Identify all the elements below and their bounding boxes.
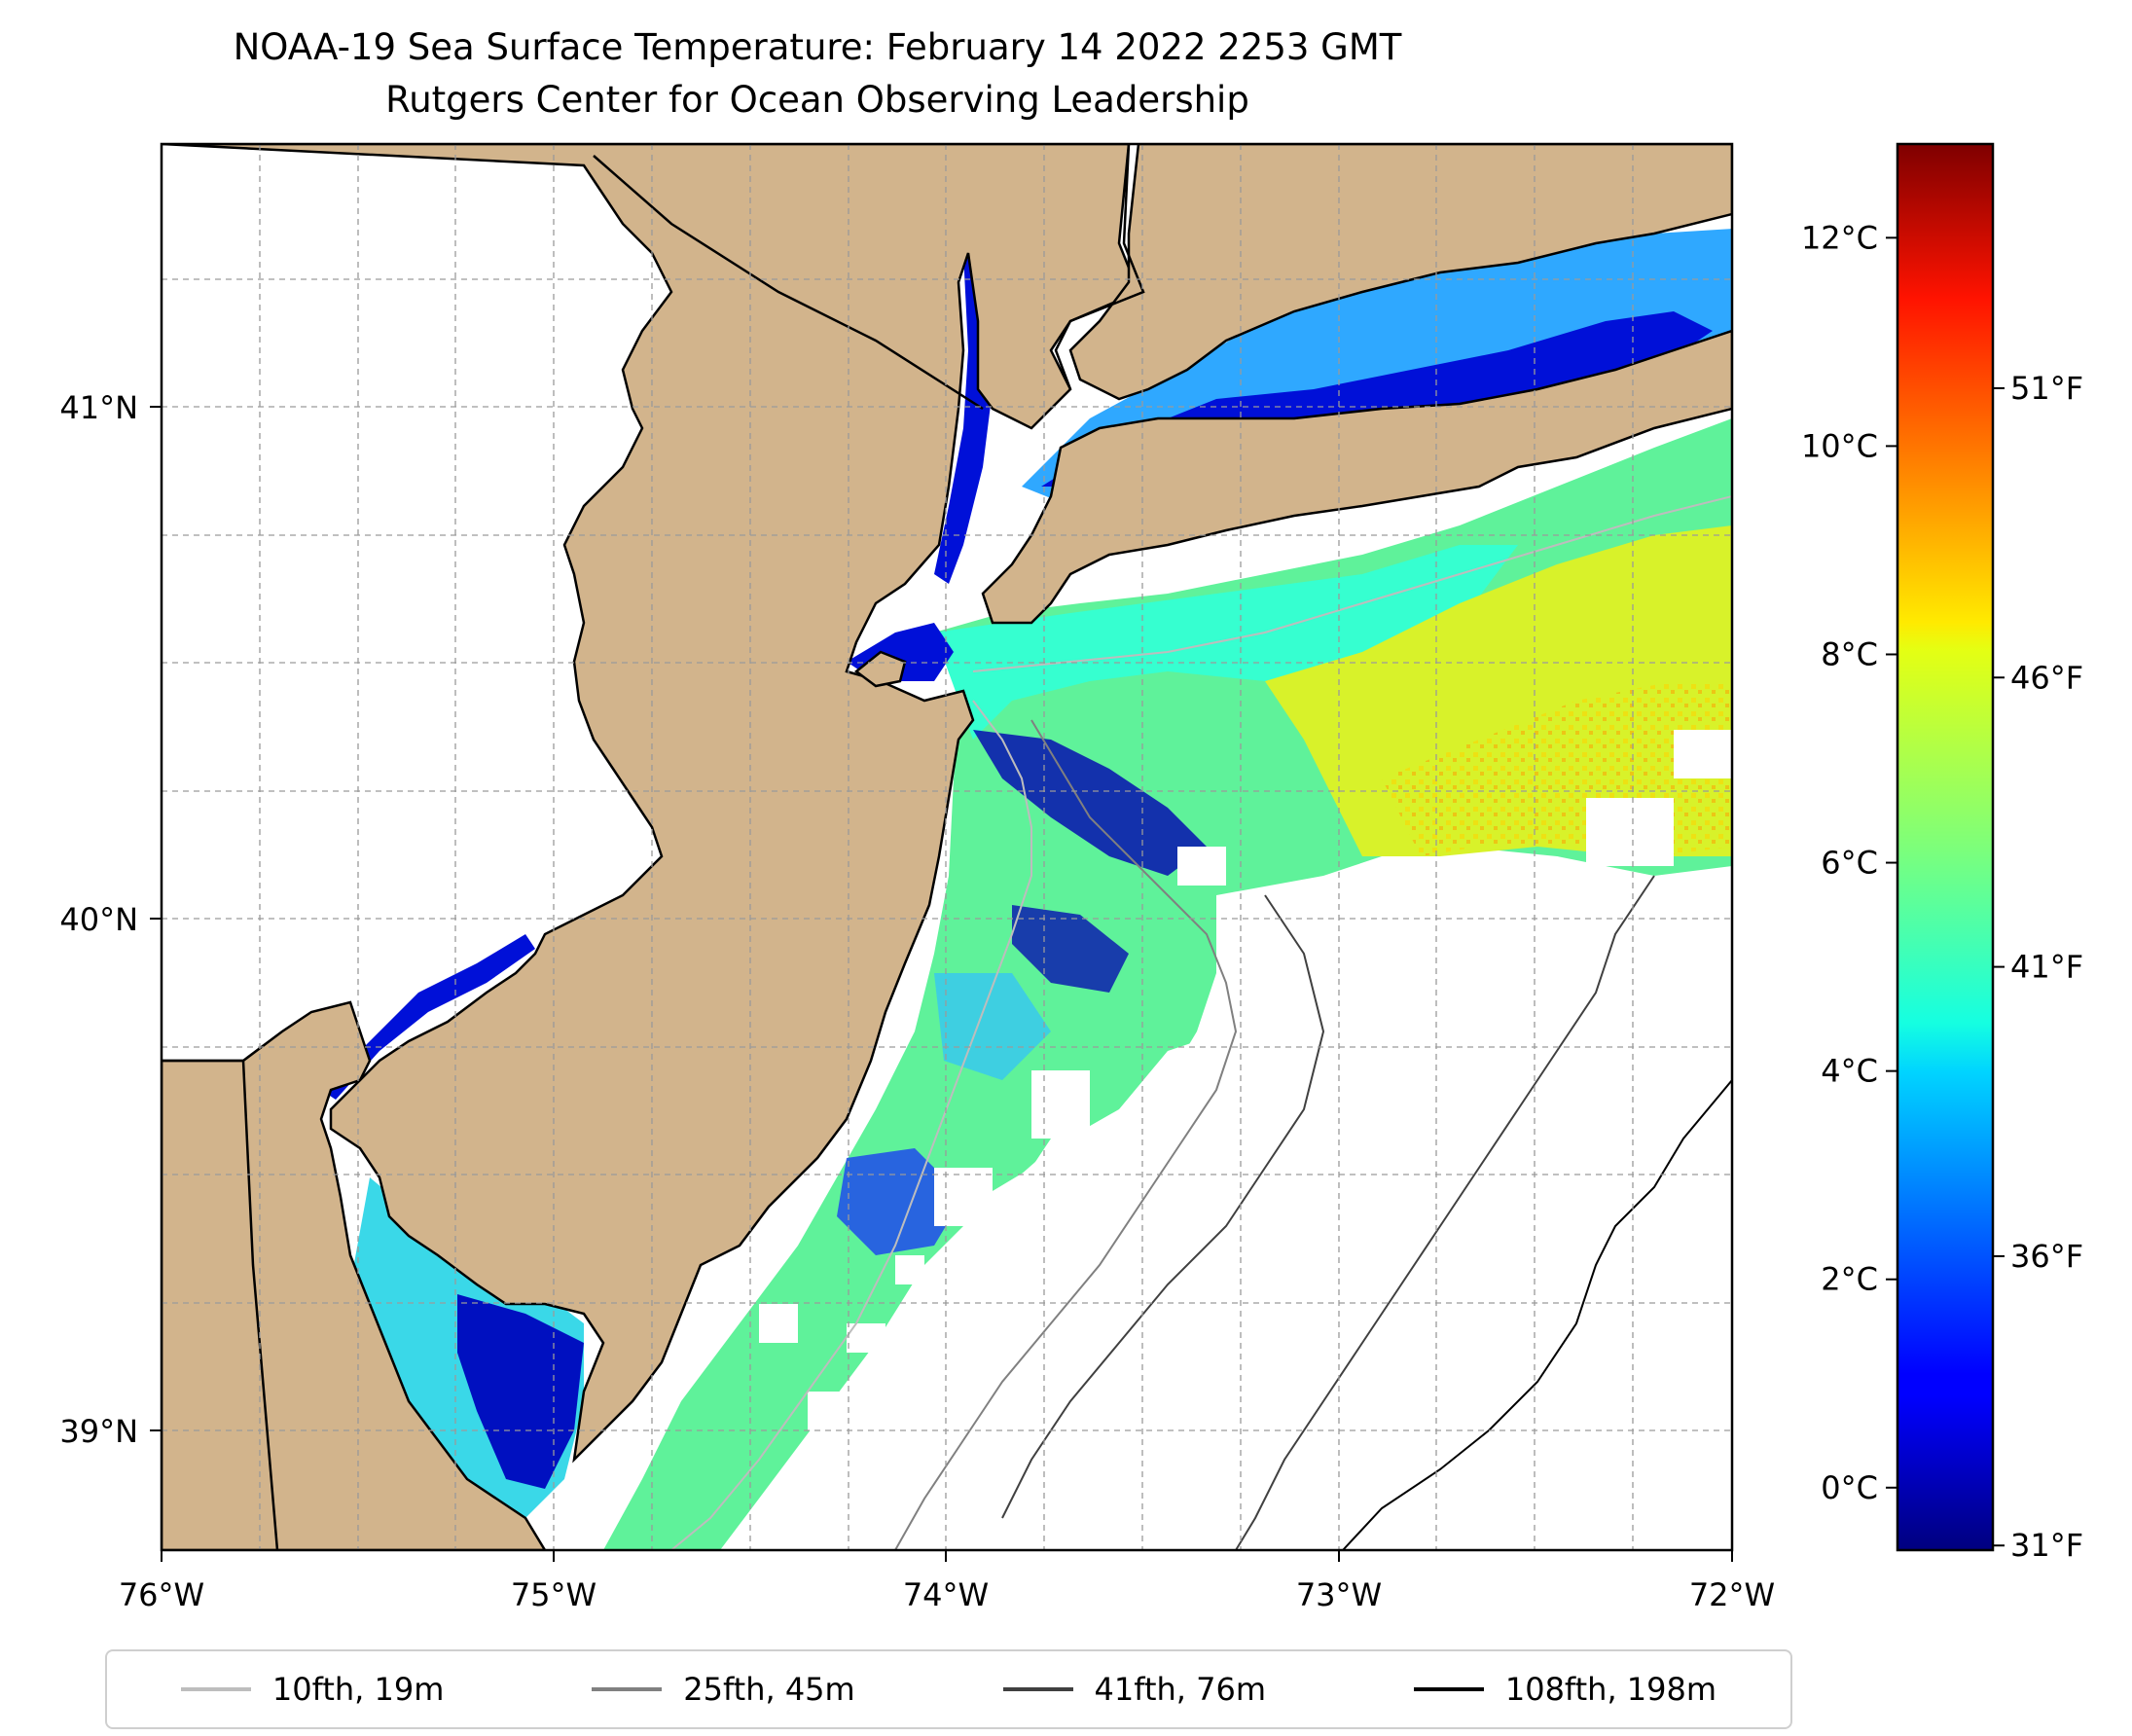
colorbar-gradient: [1896, 142, 1995, 1552]
axis-ticks: [150, 406, 1733, 1562]
lat-label-41n: 41°N: [59, 389, 138, 426]
colorbar-celsius-label: 0°C: [1821, 1469, 1878, 1506]
colorbar-celsius-label: 12°C: [1801, 219, 1878, 256]
colorbar-fahrenheit-label: 41°F: [2010, 949, 2083, 986]
legend-item: 108fth, 198m: [1413, 1671, 1717, 1708]
colorbar-fahrenheit-label: 51°F: [2010, 370, 2083, 407]
lon-label-75w: 75°W: [511, 1576, 596, 1613]
legend-label: 108fth, 198m: [1504, 1671, 1717, 1708]
lat-label-40n: 40°N: [59, 901, 138, 938]
lat-label-39n: 39°N: [59, 1413, 138, 1450]
legend-line-swatch: [1413, 1687, 1484, 1691]
colorbar-celsius-label: 10°C: [1801, 427, 1878, 464]
legend-line-swatch: [180, 1687, 251, 1691]
colorbar-celsius-label: 6°C: [1821, 845, 1878, 882]
lon-label-73w: 73°W: [1296, 1576, 1382, 1613]
legend-item: 10fth, 19m: [180, 1671, 445, 1708]
map-title: NOAA-19 Sea Surface Temperature: Februar…: [233, 26, 1402, 68]
lon-label-76w: 76°W: [119, 1576, 204, 1613]
colorbar-celsius-label: 8°C: [1821, 635, 1878, 672]
colorbar-fahrenheit-label: 31°F: [2010, 1527, 2083, 1564]
graticule: [162, 144, 1732, 1550]
bathymetry-contours: [670, 495, 1732, 1550]
legend-line-swatch: [1002, 1687, 1073, 1691]
no-data-mask: [740, 730, 1732, 1550]
colorbar: 12°C 10°C 8°C 6°C 4°C 2°C 0°C 51°F 46°F 41°F 36°F 3…: [1801, 142, 2083, 1564]
colorbar-celsius-label: 2°C: [1821, 1261, 1878, 1298]
state-boundaries: [162, 144, 1145, 1550]
legend-label: 10fth, 19m: [271, 1671, 445, 1708]
legend-line-swatch: [592, 1687, 663, 1691]
legend-item: 25fth, 45m: [592, 1671, 855, 1708]
colorbar-fahrenheit-label: 46°F: [2010, 659, 2083, 696]
map-subtitle: Rutgers Center for Ocean Observing Leade…: [385, 79, 1249, 121]
lon-label-74w: 74°W: [903, 1576, 989, 1613]
lon-label-72w: 72°W: [1689, 1576, 1775, 1613]
land: [162, 144, 1732, 1550]
colorbar-fahrenheit-label: 36°F: [2010, 1238, 2083, 1275]
legend-item: 41fth, 76m: [1002, 1671, 1267, 1708]
legend-label: 25fth, 45m: [683, 1671, 855, 1708]
colorbar-celsius-label: 4°C: [1821, 1053, 1878, 1090]
bathymetry-legend: 10fth, 19m 25fth, 45m 41fth, 76m 108fth, 19…: [105, 1649, 1792, 1729]
legend-label: 41fth, 76m: [1094, 1671, 1267, 1708]
